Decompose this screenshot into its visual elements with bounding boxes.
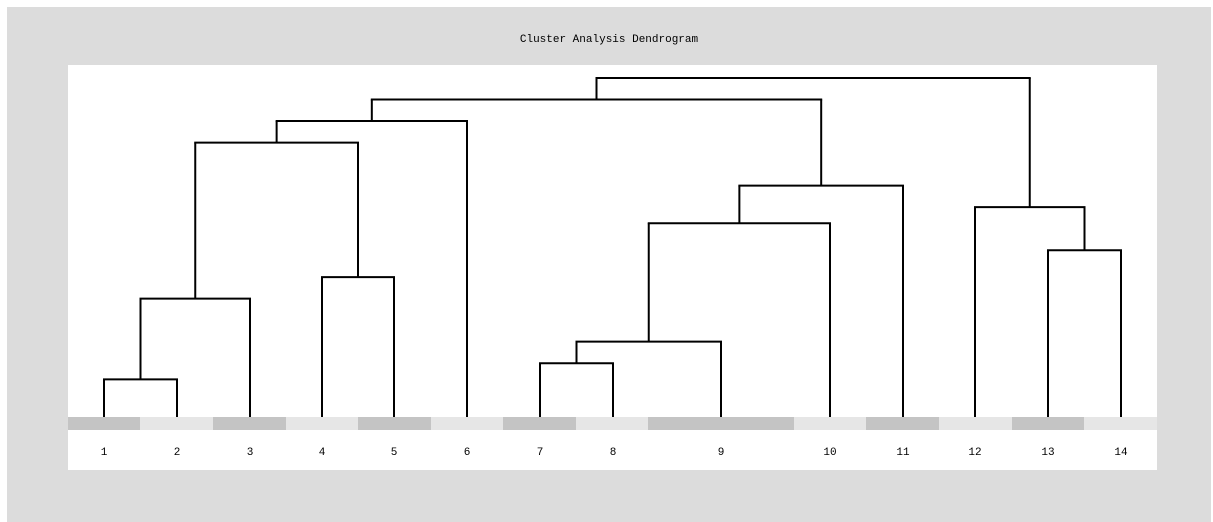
- leaf-band-14: [1084, 417, 1157, 430]
- leaf-band-10: [794, 417, 866, 430]
- leaf-band-13: [1012, 417, 1084, 430]
- leaf-band-1: [68, 417, 140, 430]
- leaf-band-4: [286, 417, 358, 430]
- plot-area: 1 2 3 4 5 6 7 8 9 10 11 12 13 14: [68, 65, 1157, 470]
- leaf-label-11: 11: [896, 447, 910, 459]
- leaf-label-7: 7: [537, 447, 544, 459]
- leaf-band-7: [503, 417, 576, 430]
- dendrogram-svg: 1 2 3 4 5 6 7 8 9 10 11 12 13 14: [68, 77, 1157, 459]
- leaf-label-1: 1: [101, 447, 108, 459]
- leaf-label-14: 14: [1114, 447, 1128, 459]
- leaf-label-12: 12: [968, 447, 981, 459]
- leaf-label-13: 13: [1041, 447, 1054, 459]
- leaf-band-3: [213, 417, 286, 430]
- leaf-label-6: 6: [464, 447, 471, 459]
- leaf-label-3: 3: [247, 447, 254, 459]
- leaf-band-6: [431, 417, 503, 430]
- leaf-band-2: [140, 417, 213, 430]
- chart-title: Cluster Analysis Dendrogram: [519, 34, 699, 46]
- leaf-band-5: [358, 417, 431, 430]
- leaf-label-8: 8: [610, 447, 617, 459]
- leaf-label-4: 4: [319, 447, 326, 459]
- leaf-label-2: 2: [174, 447, 181, 459]
- leaf-band-8: [576, 417, 648, 430]
- leaf-band-11: [866, 417, 939, 430]
- dendrogram-window: Cluster Analysis Dendrogram 1 2 3 4 5 6 7 8 9 10 1…: [7, 7, 1211, 522]
- leaf-band-9: [648, 417, 794, 430]
- leaf-label-5: 5: [391, 447, 398, 459]
- leaf-label-10: 10: [823, 447, 836, 459]
- leaf-band-12: [939, 417, 1012, 430]
- leaf-label-9: 9: [718, 447, 725, 459]
